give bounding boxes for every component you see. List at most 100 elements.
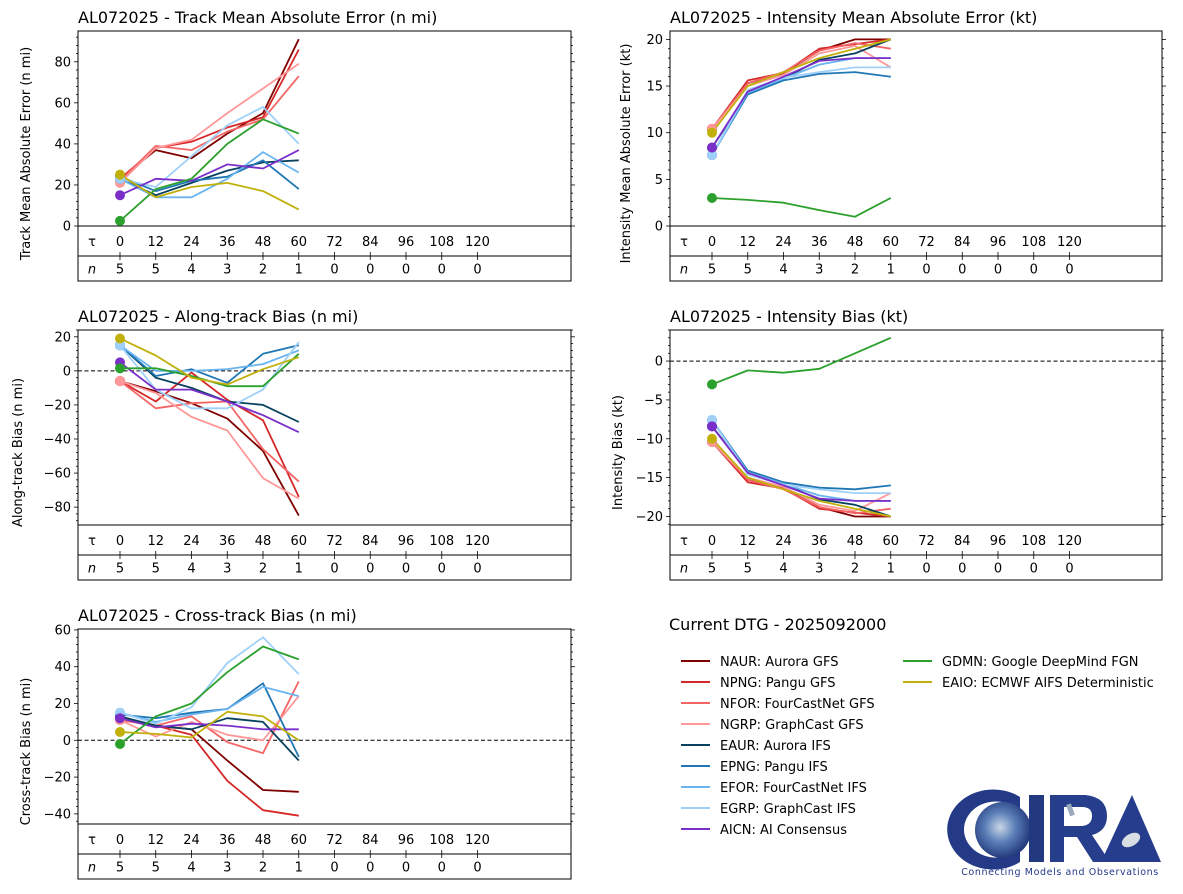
- y-tick-label: −80: [44, 501, 71, 516]
- series-marker-eaio: [707, 433, 717, 444]
- tau-label: 84: [362, 833, 379, 848]
- n-count-label: 0: [958, 562, 966, 577]
- chart-panel-1: AL072025 - Intensity Mean Absolute Error…: [619, 8, 1166, 282]
- n-count-label: 0: [473, 861, 481, 876]
- y-tick-label: 20: [54, 697, 71, 712]
- n-count-label: 5: [152, 861, 160, 876]
- n-count-label: 0: [1065, 562, 1073, 577]
- tau-label: 108: [429, 534, 454, 549]
- n-count-label: 0: [366, 562, 374, 577]
- series-line-eaio: [119, 173, 300, 211]
- series-line-nfor: [119, 75, 300, 182]
- tau-label: 60: [290, 833, 307, 848]
- satellite-dish-icon: [1121, 832, 1141, 848]
- tau-label: 60: [290, 534, 307, 549]
- series-line-aicn: [711, 57, 891, 149]
- n-count-label: 3: [815, 562, 823, 577]
- n-count-label: 5: [152, 562, 160, 577]
- n-count-label: 2: [259, 562, 267, 577]
- logo-tagline: Connecting Models and Observations: [961, 867, 1159, 878]
- series-marker-gdmn: [115, 363, 125, 374]
- tau-label: 72: [326, 534, 343, 549]
- series-line-epng: [711, 71, 891, 156]
- axes-frame: [669, 329, 1163, 581]
- y-tick-label: −40: [44, 807, 71, 822]
- tau-label: 0: [708, 534, 716, 549]
- series-line-gdmn: [711, 336, 892, 386]
- n-count-label: 1: [887, 263, 895, 278]
- series-line-gdmn: [119, 645, 300, 745]
- series-line-eaio: [711, 438, 891, 518]
- logo-letter-r: [1050, 795, 1110, 862]
- n-count-label: 5: [116, 562, 124, 577]
- n-count-label: 3: [815, 263, 823, 278]
- n-count-label: 5: [708, 562, 716, 577]
- tau-label: 12: [739, 235, 756, 250]
- axes-frame: [77, 329, 572, 581]
- y-tick-label: 20: [646, 33, 663, 48]
- tau-label: 96: [398, 833, 415, 848]
- n-count-label: 0: [438, 861, 446, 876]
- y-tick-label: −20: [44, 398, 71, 413]
- chart-title: AL072025 - Intensity Bias (kt): [670, 307, 908, 326]
- n-symbol: n: [680, 562, 688, 577]
- y-tick-label: −15: [636, 471, 663, 486]
- series-line-nfor: [119, 380, 300, 483]
- n-count-label: 4: [187, 861, 195, 876]
- tau-label: 60: [882, 235, 899, 250]
- chart-title: AL072025 - Along-track Bias (n mi): [78, 307, 358, 326]
- y-tick-label: 20: [54, 330, 71, 345]
- y-tick-label: −40: [44, 432, 71, 447]
- tau-label: 72: [326, 235, 343, 250]
- series-marker-eaio: [115, 169, 125, 180]
- n-count-label: 5: [116, 861, 124, 876]
- tau-label: 108: [429, 235, 454, 250]
- tau-symbol: τ: [88, 534, 96, 549]
- n-count-label: 0: [473, 562, 481, 577]
- tau-label: 72: [918, 534, 935, 549]
- tau-label: 84: [954, 534, 971, 549]
- legend-label-eaur: EAUR: Aurora IFS: [720, 739, 831, 754]
- tau-label: 120: [465, 534, 490, 549]
- series-marker-gdmn: [707, 379, 717, 390]
- tau-label: 0: [116, 235, 124, 250]
- n-count-label: 0: [1030, 263, 1038, 278]
- y-axis-label: Track Mean Absolute Error (n mi): [19, 47, 34, 261]
- n-symbol: n: [88, 562, 96, 577]
- n-count-label: 0: [366, 861, 374, 876]
- y-tick-label: 0: [63, 364, 71, 379]
- earth-globe-icon: [975, 802, 1031, 858]
- cira-logo: Connecting Models and Observations: [947, 789, 1161, 878]
- axes-frame: [669, 30, 1163, 282]
- series-line-aicn: [119, 361, 300, 434]
- series-line-aicn: [711, 425, 891, 502]
- n-count-label: 0: [330, 861, 338, 876]
- y-tick-label: −20: [636, 510, 663, 525]
- satellite-icon: [1066, 803, 1075, 817]
- series-group: [115, 636, 300, 817]
- tau-label: 48: [255, 534, 272, 549]
- tau-label: 24: [775, 235, 792, 250]
- y-axis-label: Along-track Bias (n mi): [11, 378, 26, 527]
- tau-label: 0: [708, 235, 716, 250]
- tau-symbol: τ: [88, 235, 96, 250]
- series-group: [115, 333, 300, 517]
- axes-frame: [77, 30, 572, 282]
- series-line-eaio: [119, 337, 300, 386]
- tau-label: 120: [1057, 534, 1082, 549]
- series-line-npng: [119, 371, 300, 498]
- legend-label-efor: EFOR: FourCastNet IFS: [720, 781, 867, 796]
- series-line-epng: [711, 419, 891, 491]
- n-count-label: 0: [473, 263, 481, 278]
- series-line-eaio: [711, 38, 892, 134]
- series-line-naur: [711, 441, 891, 518]
- chart-panel-0: AL072025 - Track Mean Absolute Error (n …: [19, 8, 575, 282]
- y-tick-label: 60: [54, 96, 71, 111]
- series-marker-aicn: [115, 713, 125, 724]
- y-tick-label: 15: [646, 80, 663, 95]
- tau-label: 24: [183, 534, 200, 549]
- n-symbol: n: [88, 861, 96, 876]
- series-line-eaio: [119, 710, 300, 742]
- n-count-label: 2: [259, 861, 267, 876]
